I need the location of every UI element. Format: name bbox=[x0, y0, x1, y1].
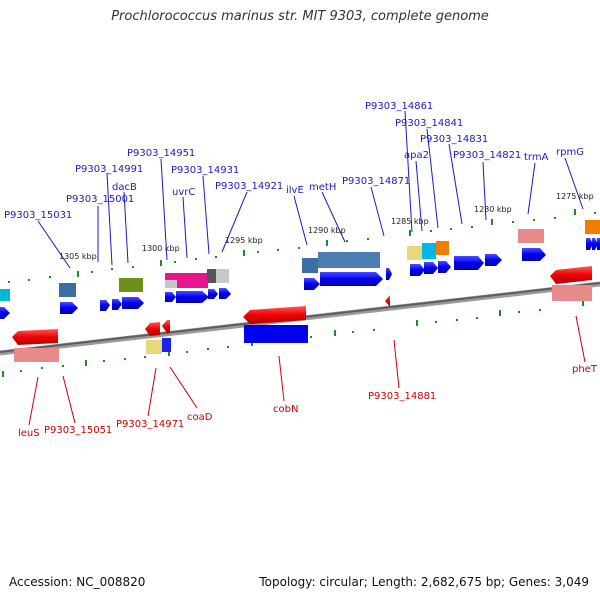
gene-arrow bbox=[100, 300, 110, 311]
forward-feature-boxes bbox=[0, 220, 600, 301]
gene-label: P9303_14821 bbox=[453, 150, 521, 161]
gene-arrow bbox=[112, 299, 122, 310]
feature-box bbox=[436, 241, 449, 255]
feature-box bbox=[162, 338, 171, 352]
feature-box bbox=[318, 252, 380, 268]
gene-label: P9303_14991 bbox=[75, 164, 143, 175]
feature-box bbox=[244, 325, 308, 343]
gene-label: P9303_15031 bbox=[4, 210, 72, 221]
gene-arrow bbox=[522, 248, 546, 261]
tick-label: 1285 kbp bbox=[391, 217, 429, 226]
gene-label: apa2 bbox=[404, 150, 429, 161]
accession-text: Accession: NC_008820 bbox=[9, 575, 146, 589]
gene-label: P9303_15001 bbox=[66, 194, 134, 205]
gene-label: P9303_15051 bbox=[44, 425, 112, 436]
reverse-labels: leuS P9303_15051 P9303_14971 coaD cobN P… bbox=[18, 364, 598, 439]
feature-box bbox=[518, 229, 544, 243]
gene-label: leuS bbox=[18, 428, 40, 439]
tick-label: 1290 kbp bbox=[308, 226, 346, 235]
gene-label: P9303_14831 bbox=[420, 134, 488, 145]
gene-arrow bbox=[162, 320, 170, 333]
gene-label: P9303_14841 bbox=[395, 118, 463, 129]
gene-label: P9303_14931 bbox=[171, 165, 239, 176]
gene-arrow bbox=[304, 278, 320, 290]
gene-label: metH bbox=[309, 182, 336, 193]
gene-label: cobN bbox=[273, 404, 298, 415]
gene-label: trmA bbox=[524, 152, 549, 163]
feature-box bbox=[207, 269, 216, 283]
gene-arrow bbox=[145, 322, 160, 336]
feature-box bbox=[59, 283, 76, 297]
feature-box bbox=[14, 348, 59, 362]
tick-label: 1305 kbp bbox=[59, 252, 97, 261]
gene-arrow bbox=[550, 266, 592, 284]
gene-label: P9303_14871 bbox=[342, 176, 410, 187]
feature-box bbox=[407, 246, 422, 260]
gene-arrow bbox=[60, 302, 78, 314]
tick-label: 1275 kbp bbox=[556, 192, 594, 201]
forward-labels: P9303_15031 P9303_15001 P9303_14991 dacB… bbox=[4, 101, 584, 221]
gene-label: rpmG bbox=[556, 147, 584, 158]
gene-arrow bbox=[454, 256, 484, 270]
gene-label: P9303_14951 bbox=[127, 148, 195, 159]
gene-arrow bbox=[122, 297, 144, 309]
gene-arrow bbox=[320, 272, 383, 286]
feature-box bbox=[302, 258, 318, 273]
gene-arrow bbox=[165, 292, 176, 302]
feature-box bbox=[552, 285, 592, 301]
gene-label: P9303_14921 bbox=[215, 181, 283, 192]
gene-label: P9303_14881 bbox=[368, 391, 436, 402]
gene-arrow bbox=[385, 295, 390, 307]
reverse-leader-lines bbox=[28, 315, 586, 426]
reverse-gene-arrows bbox=[12, 266, 592, 362]
gene-arrow bbox=[592, 238, 598, 250]
gene-label: uvrC bbox=[172, 187, 195, 198]
gene-label: P9303_14971 bbox=[116, 419, 184, 430]
feature-box bbox=[216, 269, 229, 283]
gene-arrow bbox=[219, 288, 231, 299]
gene-arrow bbox=[410, 264, 425, 276]
gene-arrow bbox=[386, 268, 392, 280]
gene-arrow bbox=[485, 254, 502, 266]
feature-box bbox=[0, 289, 10, 301]
gene-label: dacB bbox=[112, 182, 137, 193]
feature-box bbox=[146, 340, 162, 354]
gene-label: P9303_14861 bbox=[365, 101, 433, 112]
gene-arrow bbox=[438, 261, 451, 273]
gene-arrow bbox=[208, 289, 218, 299]
feature-box bbox=[119, 278, 143, 292]
feature-box bbox=[422, 243, 436, 259]
gene-arrow bbox=[424, 262, 438, 274]
gene-label: pheT bbox=[572, 364, 598, 375]
gene-label: ilvE bbox=[286, 185, 304, 196]
gene-arrow bbox=[176, 291, 209, 303]
feature-box bbox=[165, 280, 177, 288]
tick-label: 1295 kbp bbox=[225, 236, 263, 245]
gene-arrow bbox=[12, 329, 58, 345]
gene-label: coaD bbox=[187, 412, 213, 423]
feature-box bbox=[585, 220, 600, 234]
gene-arrow bbox=[243, 306, 306, 324]
gene-arrow bbox=[597, 238, 600, 250]
forward-gene-arrows bbox=[0, 238, 600, 319]
tick-label: 1300 kbp bbox=[142, 244, 180, 253]
tick-label: 1280 kbp bbox=[474, 205, 512, 214]
genome-summary-text: Topology: circular; Length: 2,682,675 bp… bbox=[259, 575, 589, 589]
gene-arrow bbox=[0, 307, 10, 319]
gene-arrow bbox=[586, 238, 593, 250]
upper-tick-track bbox=[8, 209, 596, 283]
forward-leader-lines bbox=[37, 110, 584, 269]
map-title: Prochlorococcus marinus str. MIT 9303, c… bbox=[111, 9, 489, 24]
